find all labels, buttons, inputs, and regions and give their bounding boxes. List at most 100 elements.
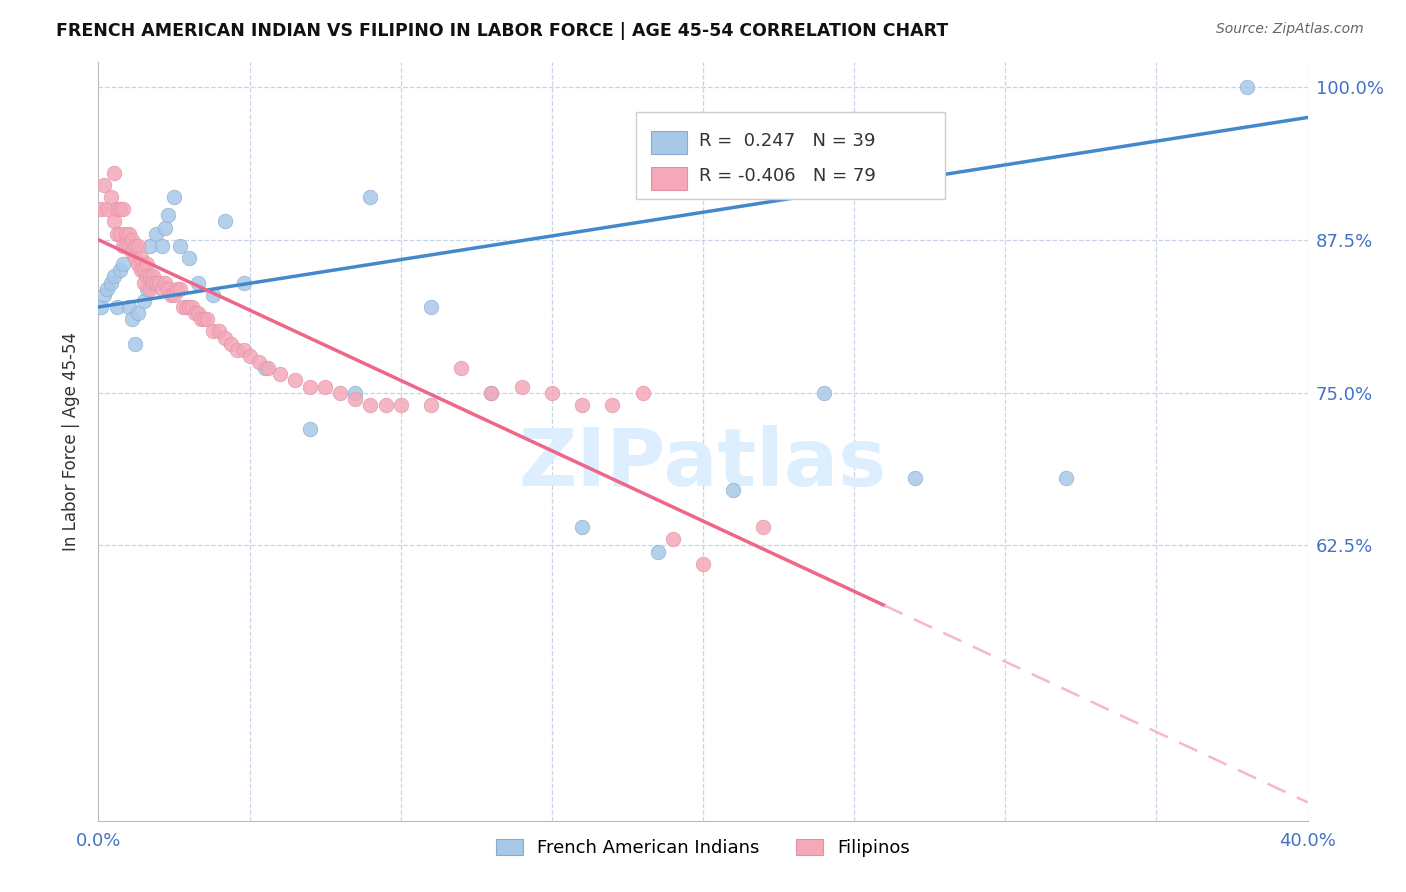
Point [139,239,162,253]
Point [90,202,112,217]
Point [118,300,141,314]
Point [184,306,207,320]
Point [420,300,443,314]
Point [145,227,167,241]
Point [299,422,322,436]
Point [135,269,157,284]
Point [121,233,143,247]
Point [100,276,122,290]
Point [661,533,683,547]
Point [124,239,146,253]
Point [329,385,352,400]
Point [374,398,396,412]
Point [156,282,179,296]
Point [314,379,336,393]
Point [571,520,593,534]
Point [389,398,412,412]
Point [269,368,291,382]
Point [202,325,225,339]
Point [813,385,835,400]
Point [193,312,215,326]
Point [135,257,157,271]
Y-axis label: In Labor Force | Age 45-54: In Labor Force | Age 45-54 [62,332,80,551]
Point [187,276,209,290]
Point [450,361,472,376]
Point [111,202,134,217]
Point [221,336,243,351]
Point [160,287,183,301]
Point [208,325,231,339]
Text: R = -0.406   N = 79: R = -0.406 N = 79 [699,167,876,186]
Point [481,385,503,400]
Point [111,257,134,271]
Point [190,312,212,326]
Point [139,282,162,296]
Point [239,349,262,363]
FancyBboxPatch shape [651,167,688,190]
Point [299,379,322,393]
Point [135,282,157,296]
Point [124,336,146,351]
Point [232,343,254,357]
Point [214,330,236,344]
Text: Source: ZipAtlas.com: Source: ZipAtlas.com [1216,22,1364,37]
Point [253,361,276,376]
Point [195,312,218,326]
Point [108,263,131,277]
Point [631,385,654,400]
Point [142,276,165,290]
Point [360,190,382,204]
Point [132,263,155,277]
Point [108,227,131,241]
Point [647,544,669,558]
Point [114,227,136,241]
Point [127,306,149,320]
Point [118,227,141,241]
Point [145,276,167,290]
Point [129,263,152,277]
Point [344,385,367,400]
Point [723,483,745,498]
Point [105,300,128,314]
Point [214,214,236,228]
Point [96,282,118,296]
Point [256,361,278,376]
FancyBboxPatch shape [637,112,945,199]
Point [692,557,714,571]
Point [181,300,204,314]
Point [420,398,443,412]
Point [111,239,134,253]
Point [127,257,149,271]
Point [124,251,146,265]
Point [153,276,176,290]
Point [142,269,165,284]
Text: FRENCH AMERICAN INDIAN VS FILIPINO IN LABOR FORCE | AGE 45-54 CORRELATION CHART: FRENCH AMERICAN INDIAN VS FILIPINO IN LA… [56,22,949,40]
Point [187,306,209,320]
Point [108,202,131,217]
Point [103,269,125,284]
Point [232,276,254,290]
Point [129,251,152,265]
Point [163,287,186,301]
Point [118,239,141,253]
Point [105,227,128,241]
Point [169,282,191,296]
Point [121,312,143,326]
Point [156,208,179,222]
Point [105,202,128,217]
Point [114,239,136,253]
Point [139,269,162,284]
Point [153,220,176,235]
Point [96,202,118,217]
Point [169,239,191,253]
Point [1054,471,1077,485]
Point [602,398,624,412]
Point [103,214,125,228]
Point [179,251,201,265]
Point [127,239,149,253]
Point [540,385,562,400]
Point [150,239,173,253]
Point [132,276,155,290]
Point [93,287,115,301]
Text: R =  0.247   N = 39: R = 0.247 N = 39 [699,131,876,150]
